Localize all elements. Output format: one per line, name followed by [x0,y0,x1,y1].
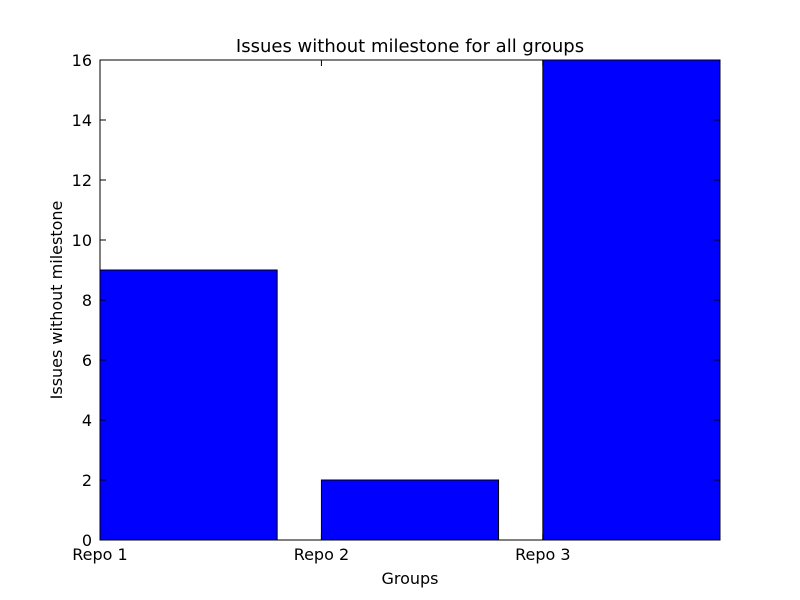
y-tick-label-4: 4 [82,411,92,430]
y-tick-label-8: 8 [82,291,92,310]
y-tick-label-2: 2 [82,471,92,490]
y-tick-label-10: 10 [72,231,92,250]
x-axis-label: Groups [381,569,438,588]
y-tick-label-14: 14 [72,111,92,130]
bars-group [99,59,721,541]
y-tick-label-16: 16 [72,51,92,70]
bar-repo-3 [542,59,721,541]
y-tick-label-12: 12 [72,171,92,190]
x-tick-label-repo-3: Repo 3 [515,545,570,564]
x-axis-ticks: Repo 1 Repo 2 Repo 3 [72,60,571,564]
y-tick-label-6: 6 [82,351,92,370]
chart-title: Issues without milestone for all groups [236,36,584,57]
y-tick-label-0: 0 [82,531,92,550]
y-axis-label: Issues without milestone [47,201,66,400]
x-tick-label-repo-2: Repo 2 [294,545,349,564]
bar-repo-1 [99,269,278,541]
bar-repo-2 [320,479,500,541]
x-tick-label-repo-1: Repo 1 [72,545,127,564]
plot-frame [99,59,721,541]
